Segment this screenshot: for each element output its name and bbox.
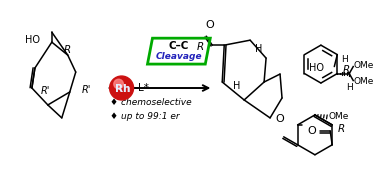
Text: ♦ up to 99:1 er: ♦ up to 99:1 er xyxy=(110,112,179,121)
Text: HO: HO xyxy=(309,63,324,73)
Circle shape xyxy=(110,76,133,100)
Text: R: R xyxy=(197,42,204,52)
Text: L*: L* xyxy=(138,83,149,93)
Text: O: O xyxy=(307,126,316,136)
Text: H: H xyxy=(346,83,353,92)
Text: HO: HO xyxy=(25,35,40,45)
Text: O: O xyxy=(275,114,284,124)
Text: O: O xyxy=(205,20,214,30)
Text: OMe: OMe xyxy=(329,112,349,121)
Text: R: R xyxy=(338,124,345,134)
Text: ♦ chemoselective: ♦ chemoselective xyxy=(110,98,191,108)
Circle shape xyxy=(114,79,123,89)
Text: R': R' xyxy=(41,86,51,96)
Text: Cleavage: Cleavage xyxy=(156,52,202,61)
Text: Rh: Rh xyxy=(115,84,130,94)
Text: OMe: OMe xyxy=(353,61,373,70)
Text: R': R' xyxy=(82,85,91,95)
Text: H: H xyxy=(255,44,262,54)
Text: R: R xyxy=(342,65,350,75)
Text: R: R xyxy=(64,45,71,55)
Text: OMe: OMe xyxy=(353,77,373,86)
Text: C–C: C–C xyxy=(169,41,189,51)
Text: Rh: Rh xyxy=(115,84,130,94)
Text: H: H xyxy=(341,55,348,64)
Text: H: H xyxy=(233,81,240,91)
